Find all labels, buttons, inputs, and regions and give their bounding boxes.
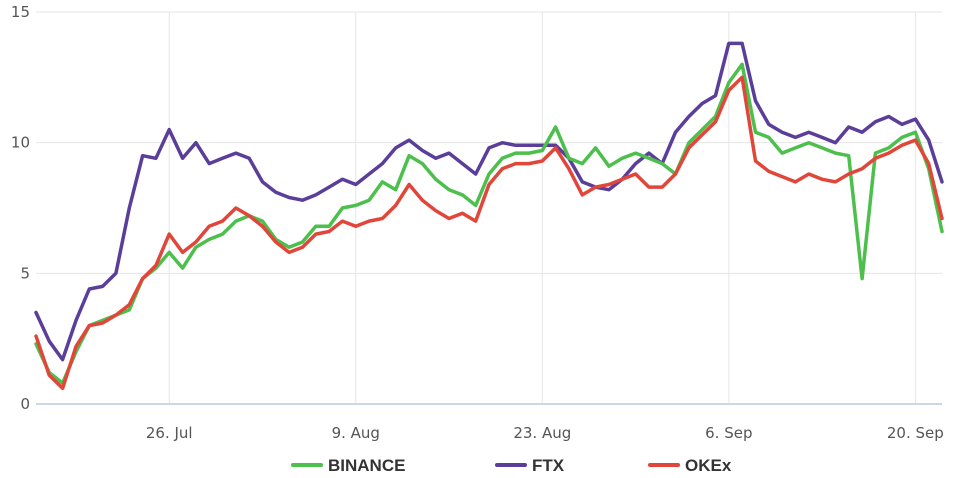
x-tick-label: 23. Aug — [513, 424, 571, 442]
legend: BINANCE FTX OKEx — [291, 456, 732, 475]
gridlines — [36, 11, 942, 404]
legend-label: FTX — [532, 456, 565, 475]
y-tick-label: 10 — [11, 134, 30, 152]
series-line-binance — [34, 62, 944, 385]
x-tick-label: 20. Sep — [887, 424, 944, 442]
y-tick-label: 15 — [11, 3, 30, 21]
legend-item-binance[interactable]: BINANCE — [291, 456, 405, 475]
y-tick-label: 0 — [20, 395, 30, 413]
legend-item-ftx[interactable]: FTX — [495, 456, 565, 475]
y-tick-label: 5 — [20, 264, 30, 282]
series-line-ftx — [34, 41, 944, 362]
series-lines — [34, 41, 944, 391]
x-tick-label: 6. Sep — [705, 424, 752, 442]
axes: 0 5 10 15 26. Jul 9. Aug 23. Aug 6. Sep 20. Sep — [11, 3, 944, 442]
legend-label: OKEx — [685, 456, 732, 475]
x-tick-label: 9. Aug — [332, 424, 380, 442]
series-line-okex — [34, 75, 944, 391]
x-tick-label: 26. Jul — [146, 424, 193, 442]
legend-label: BINANCE — [328, 456, 405, 475]
legend-item-okex[interactable]: OKEx — [648, 456, 732, 475]
